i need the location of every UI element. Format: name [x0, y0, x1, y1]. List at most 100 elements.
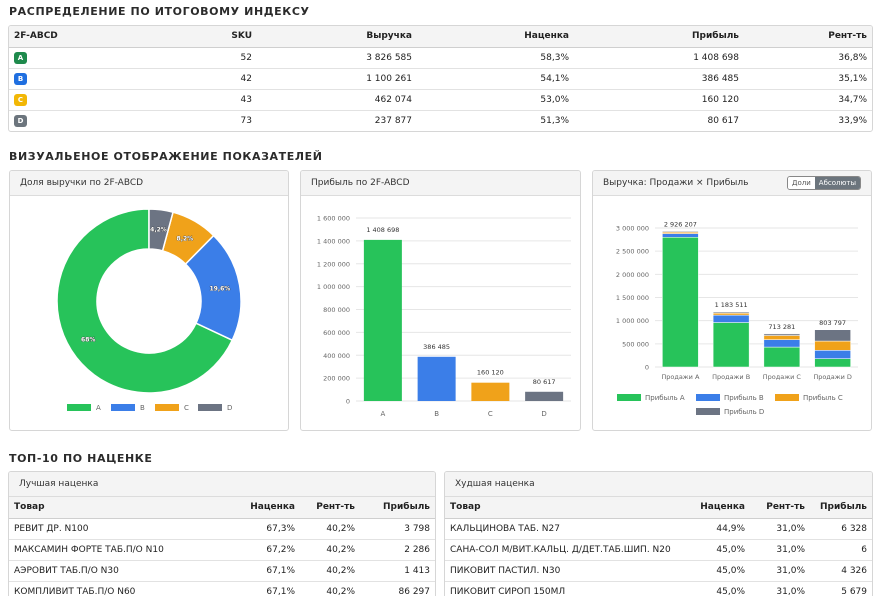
stack-segment-d-b[interactable]	[814, 350, 851, 359]
legend-swatch-c	[155, 404, 179, 411]
legend-label-c[interactable]: C	[184, 404, 189, 412]
stack-segment-b-b[interactable]	[712, 314, 750, 323]
best-col-header-profit[interactable]: Прибыль	[360, 497, 435, 519]
sales-profit-stacked-chart: 0 500 000 1 000 000 1 500 000 2 000 000 2 500…	[616, 220, 858, 416]
stack-segment-a-b[interactable]	[662, 233, 699, 238]
stack-segment-a-d[interactable]	[662, 231, 699, 233]
donut-slice-d[interactable]	[148, 208, 174, 252]
y-tick-label: 200 000	[323, 375, 350, 383]
profit-bar-b[interactable]	[417, 356, 456, 401]
rent-cell: 31,0%	[750, 539, 810, 561]
profit-bar-d[interactable]	[525, 391, 564, 401]
summary-row-d[interactable]: D 73 237 877 51,3% 80 617 33,9%	[9, 110, 872, 131]
worst-col-header-markup[interactable]: Наценка	[695, 497, 750, 519]
profit-cell: 2 286	[360, 539, 435, 561]
table-row[interactable]: КАЛЬЦИНОВА ТАБ. N27 44,9% 31,0% 6 328	[445, 518, 872, 540]
legend-label-b[interactable]: Прибыль B	[724, 394, 764, 402]
profit-cell: 5 679	[810, 581, 872, 596]
table-row[interactable]: РЕВИТ ДР. N100 67,3% 40,2% 3 798	[9, 518, 435, 540]
stack-segment-a-a[interactable]	[662, 237, 699, 368]
y-tick-label: 1 600 000	[317, 215, 350, 223]
y-tick-label: 1 500 000	[616, 294, 649, 302]
panel-title-worst-markup: Худшая наценка	[445, 472, 872, 497]
worst-col-header-profit[interactable]: Прибыль	[810, 497, 872, 519]
x-tick-label: D	[541, 410, 546, 418]
worst-col-header-product[interactable]: Товар	[445, 497, 696, 519]
profit-bar-label-b: 386 485	[423, 343, 450, 351]
class-badge: D	[14, 114, 27, 127]
stack-total-label: 1 183 511	[715, 301, 748, 309]
table-row[interactable]: ПИКОВИТ ПАСТИЛ. N30 45,0% 31,0% 4 326	[445, 560, 872, 582]
summary-row-b[interactable]: B 42 1 100 261 54,1% 386 485 35,1%	[9, 68, 872, 90]
rent-cell: 31,0%	[750, 560, 810, 582]
markup-cell: 58,3%	[417, 47, 574, 69]
class-cell: A	[9, 47, 99, 69]
markup-cell: 45,0%	[695, 581, 750, 596]
summary-row-a[interactable]: A 52 3 826 585 58,3% 1 408 698 36,8%	[9, 47, 872, 69]
legend-label-a[interactable]: Прибыль A	[645, 394, 685, 402]
stack-segment-b-a[interactable]	[712, 322, 750, 368]
y-tick-label: 1 400 000	[317, 237, 350, 245]
product-cell: ПИКОВИТ СИРОП 150МЛ	[445, 581, 696, 596]
table-row[interactable]: САНА-СОЛ М/ВИТ.КАЛЬЦ. Д/ДЕТ.ТАБ.ШИП. N20…	[445, 539, 872, 561]
profit-cell: 86 297	[360, 581, 435, 596]
legend-label-c[interactable]: Прибыль C	[803, 394, 843, 402]
stack-segment-d-c[interactable]	[814, 340, 851, 351]
profit-bar-a[interactable]	[363, 239, 402, 401]
stack-total-label: 713 281	[768, 323, 795, 331]
legend-label-a[interactable]: A	[96, 404, 101, 412]
col-header-rent[interactable]: Рент-ть	[744, 26, 872, 48]
profit-bar-c[interactable]	[471, 382, 510, 401]
stack-segment-c-a[interactable]	[763, 346, 801, 368]
panel-title-best-markup: Лучшая наценка	[9, 472, 435, 497]
toggle-shares-button[interactable]: Доли	[788, 177, 815, 189]
donut-slice-a[interactable]	[56, 208, 234, 394]
summary-table-wrap: 2F-ABCD SKU Выручка Наценка Прибыль Рент…	[8, 25, 873, 132]
stack-segment-d-d[interactable]	[814, 329, 851, 342]
rent-cell: 33,9%	[744, 110, 872, 131]
worst-col-header-rent[interactable]: Рент-ть	[750, 497, 810, 519]
legend-label-d[interactable]: Прибыль D	[724, 408, 764, 416]
summary-row-c[interactable]: C 43 462 074 53,0% 160 120 34,7%	[9, 89, 872, 111]
col-header-profit[interactable]: Прибыль	[574, 26, 744, 48]
profit-bar-label-c: 160 120	[477, 369, 504, 377]
toggle-absolute-button[interactable]: Абсолюты	[814, 177, 860, 189]
legend-label-b[interactable]: B	[140, 404, 145, 412]
rent-cell: 40,2%	[300, 539, 360, 561]
best-col-header-product[interactable]: Товар	[9, 497, 246, 519]
sku-cell: 43	[99, 89, 257, 111]
product-cell: КАЛЬЦИНОВА ТАБ. N27	[445, 518, 696, 540]
col-header-class[interactable]: 2F-ABCD	[9, 26, 99, 48]
product-cell: РЕВИТ ДР. N100	[9, 518, 246, 540]
x-tick-label: Продажи B	[712, 373, 750, 381]
legend-swatch-c	[775, 394, 799, 401]
table-row[interactable]: КОМПЛИВИТ ТАБ.П/О N60 67,1% 40,2% 86 297	[9, 581, 435, 596]
col-header-sku[interactable]: SKU	[99, 26, 257, 48]
panel-revenue-share: Доля выручки по 2F-ABCD 68% 19,6% 8,2% 4,2%…	[9, 170, 289, 431]
col-header-markup[interactable]: Наценка	[417, 26, 574, 48]
table-row[interactable]: АЭРОВИТ ТАБ.П/О N30 67,1% 40,2% 1 413	[9, 560, 435, 582]
summary-table: 2F-ABCD SKU Выручка Наценка Прибыль Рент…	[9, 26, 872, 131]
y-tick-label: 500 000	[622, 340, 649, 348]
donut-label-a: 68%	[81, 337, 95, 344]
stack-segment-b-d[interactable]	[712, 311, 750, 314]
best-col-header-markup[interactable]: Наценка	[245, 497, 300, 519]
revenue-cell: 462 074	[257, 89, 417, 111]
class-badge: A	[14, 51, 27, 64]
legend-label-d[interactable]: D	[227, 404, 232, 412]
best-col-header-rent[interactable]: Рент-ть	[300, 497, 360, 519]
col-header-revenue[interactable]: Выручка	[257, 26, 417, 48]
stack-segment-c-d[interactable]	[763, 333, 801, 336]
table-row[interactable]: МАКСАМИН ФОРТЕ ТАБ.П/О N10 67,2% 40,2% 2 28…	[9, 539, 435, 561]
stack-segment-c-c[interactable]	[763, 335, 801, 340]
table-row[interactable]: ПИКОВИТ СИРОП 150МЛ 45,0% 31,0% 5 679	[445, 581, 872, 596]
markup-cell: 44,9%	[695, 518, 750, 540]
stack-segment-d-a[interactable]	[814, 358, 851, 368]
markup-cell: 45,0%	[695, 560, 750, 582]
stack-segment-c-b[interactable]	[763, 339, 801, 348]
revenue-cell: 237 877	[257, 110, 417, 131]
stack-segment-b-c[interactable]	[712, 313, 750, 316]
summary-header-row: 2F-ABCD SKU Выручка Наценка Прибыль Рент…	[9, 26, 872, 48]
x-tick-label: A	[380, 410, 385, 418]
sku-cell: 52	[99, 47, 257, 69]
